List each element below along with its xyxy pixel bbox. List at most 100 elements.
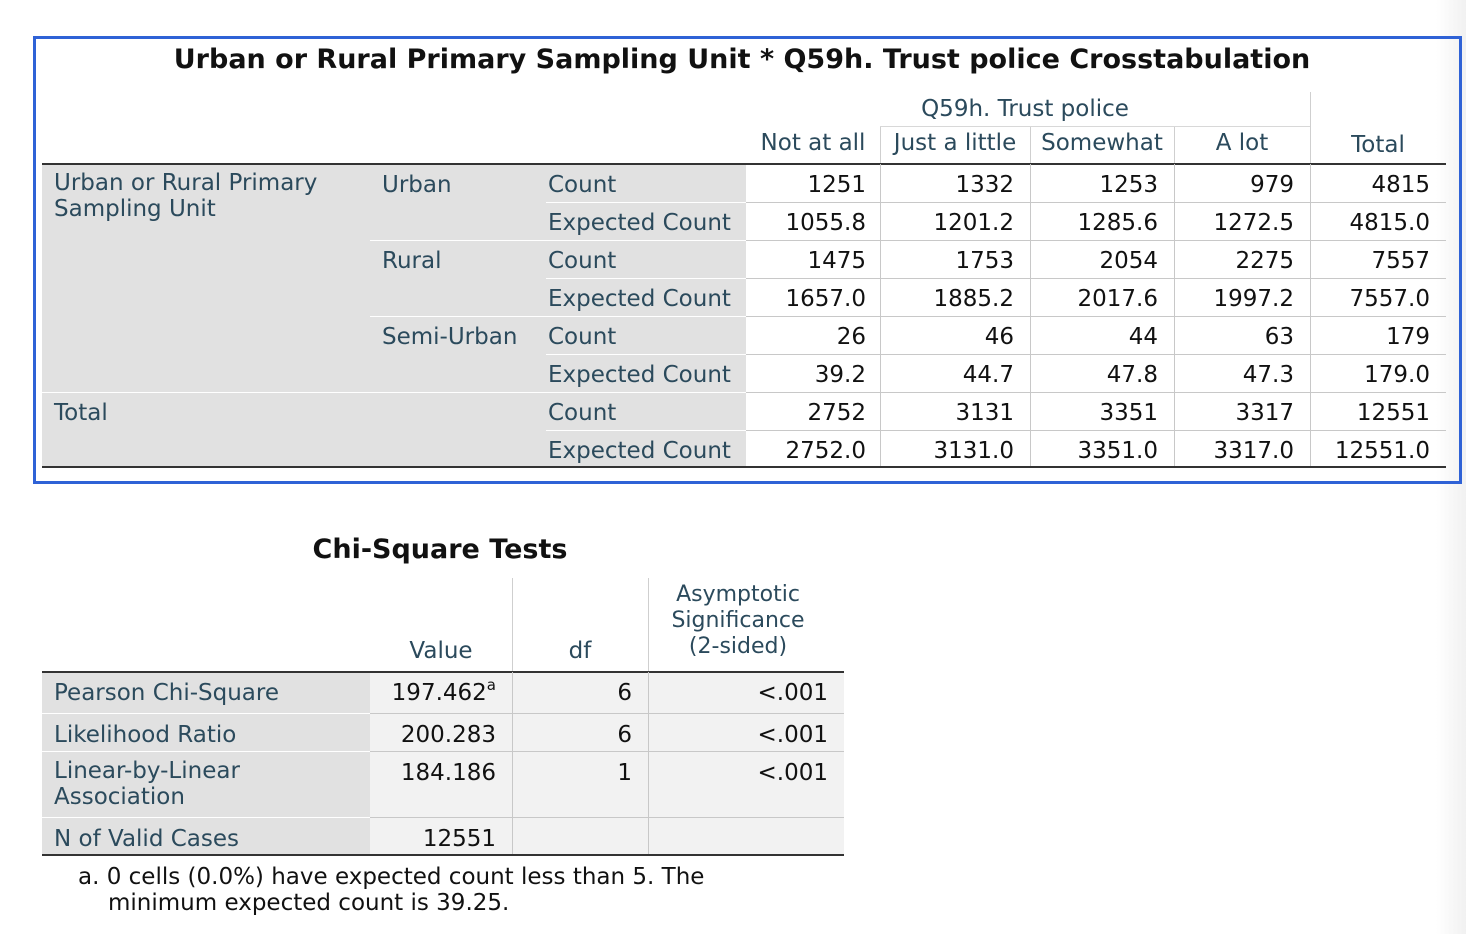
cell-semi-urban-expected-a-lot: 47.3	[1242, 362, 1294, 388]
cell-semi-urban-count-somewhat: 44	[1128, 324, 1158, 350]
chisq-pearson-value: 197.462a	[370, 676, 496, 706]
chisq-row-label-area	[42, 672, 370, 856]
row-rule	[746, 278, 1446, 279]
cell-urban-count-not-at-all: 1251	[807, 172, 866, 198]
chisq-likelihood-value: 200.283	[400, 722, 496, 748]
cell-total-count-somewhat: 3351	[1099, 400, 1158, 426]
row-rule	[42, 751, 370, 752]
cell-semi-urban-expected-total: 179.0	[1364, 362, 1430, 388]
chisq-pearson-sig: <.001	[757, 680, 828, 706]
chisq-bottom-rule	[42, 854, 844, 856]
row-rule	[370, 316, 746, 317]
cell-total-expected-total: 12551.0	[1334, 438, 1430, 464]
cell-total-expected-a-lot: 3317.0	[1213, 438, 1294, 464]
cell-semi-urban-count-total: 179	[1386, 324, 1430, 350]
crosstab-top-rule	[42, 163, 1446, 165]
chisq-data-area	[370, 672, 844, 856]
chisq-linear-sig: <.001	[757, 760, 828, 786]
row-rule	[42, 817, 370, 818]
chisq-n-valid-value: 12551	[422, 826, 496, 852]
cell-total-expected-not-at-all: 2752.0	[785, 438, 866, 464]
cell-rural-expected-just-a-little: 1885.2	[933, 286, 1014, 312]
header-subrule	[880, 126, 1310, 127]
col-group-label: Q59h. Trust police	[921, 96, 1129, 122]
cell-rural-count-just-a-little: 1753	[955, 248, 1014, 274]
chisq-row-label-linear-line2: Association	[54, 784, 185, 810]
row-rule	[746, 354, 1446, 355]
cell-urban-expected-a-lot: 1272.5	[1213, 210, 1294, 236]
header-divider	[1174, 126, 1175, 164]
row-rule	[42, 392, 746, 393]
cell-total-expected-just-a-little: 3131.0	[933, 438, 1014, 464]
column-divider	[1030, 164, 1031, 466]
cell-urban-count-somewhat: 1253	[1099, 172, 1158, 198]
stat-label-expected: Expected Count	[548, 438, 731, 464]
column-divider	[512, 672, 513, 854]
cell-semi-urban-count-just-a-little: 46	[984, 324, 1014, 350]
cell-urban-count-a-lot: 979	[1250, 172, 1294, 198]
chisq-linear-value: 184.186	[400, 760, 496, 786]
row-rule	[370, 713, 844, 714]
cell-semi-urban-expected-not-at-all: 39.2	[814, 362, 866, 388]
cell-urban-expected-not-at-all: 1055.8	[785, 210, 866, 236]
group-label-urban: Urban	[382, 172, 452, 198]
cell-rural-expected-a-lot: 1997.2	[1213, 286, 1294, 312]
cell-urban-count-total: 4815	[1371, 172, 1430, 198]
crosstab-title: Urban or Rural Primary Sampling Unit * Q…	[173, 44, 1311, 75]
col-header-not-at-all: Not at all	[760, 130, 866, 156]
cell-total-count-total: 12551	[1356, 400, 1430, 426]
chisq-header-sig-line3: (2-sided)	[688, 634, 788, 659]
header-divider	[1310, 92, 1311, 164]
cell-urban-count-just-a-little: 1332	[955, 172, 1014, 198]
header-divider	[512, 578, 513, 672]
header-divider	[648, 578, 649, 672]
col-header-somewhat: Somewhat	[1041, 130, 1163, 156]
stat-label-count: Count	[548, 248, 617, 274]
cell-rural-count-total: 7557	[1371, 248, 1430, 274]
chisq-likelihood-sig: <.001	[757, 722, 828, 748]
row-rule	[746, 202, 1446, 203]
cell-semi-urban-expected-just-a-little: 44.7	[962, 362, 1014, 388]
cell-semi-urban-count-not-at-all: 26	[836, 324, 866, 350]
crosstab-bottom-rule	[42, 466, 1446, 468]
chisq-footnote-line1: a. 0 cells (0.0%) have expected count le…	[78, 864, 705, 890]
chisq-header-df: df	[568, 638, 592, 664]
row-rule	[370, 751, 844, 752]
row-variable-label: Urban or Rural Primary Sampling Unit	[54, 170, 318, 222]
crosstab-selection-frame[interactable]	[33, 36, 1462, 484]
row-rule	[370, 240, 746, 241]
row-rule	[546, 278, 746, 279]
cell-rural-count-somewhat: 2054	[1099, 248, 1158, 274]
row-rule	[746, 316, 1446, 317]
cell-urban-expected-total: 4815.0	[1349, 210, 1430, 236]
chisq-row-label-linear-line1: Linear-by-Linear	[54, 758, 240, 784]
cell-total-count-not-at-all: 2752	[807, 400, 866, 426]
column-divider	[1310, 164, 1311, 466]
column-divider	[880, 164, 881, 466]
chisq-linear-df: 1	[617, 760, 632, 786]
cell-total-expected-somewhat: 3351.0	[1077, 438, 1158, 464]
cell-rural-expected-somewhat: 2017.6	[1077, 286, 1158, 312]
stat-label-expected: Expected Count	[548, 286, 731, 312]
row-rule	[546, 430, 746, 431]
chisq-pearson-df: 6	[617, 680, 632, 706]
group-label-semi-urban: Semi-Urban	[382, 324, 518, 350]
row-rule	[746, 240, 1446, 241]
stat-label-expected: Expected Count	[548, 362, 731, 388]
cell-semi-urban-expected-somewhat: 47.8	[1106, 362, 1158, 388]
cell-rural-count-a-lot: 2275	[1235, 248, 1294, 274]
row-rule	[42, 713, 370, 714]
cell-total-count-just-a-little: 3131	[955, 400, 1014, 426]
header-divider	[1030, 126, 1031, 164]
chisq-likelihood-df: 6	[617, 722, 632, 748]
stat-label-count: Count	[548, 324, 617, 350]
stat-label-expected: Expected Count	[548, 210, 731, 236]
cell-urban-expected-somewhat: 1285.6	[1077, 210, 1158, 236]
header-divider	[880, 126, 881, 164]
chisq-row-label-likelihood: Likelihood Ratio	[54, 722, 237, 748]
cell-rural-count-not-at-all: 1475	[807, 248, 866, 274]
row-rule	[546, 202, 746, 203]
row-rule	[546, 354, 746, 355]
stat-label-count: Count	[548, 400, 617, 426]
group-label-total: Total	[54, 400, 108, 426]
